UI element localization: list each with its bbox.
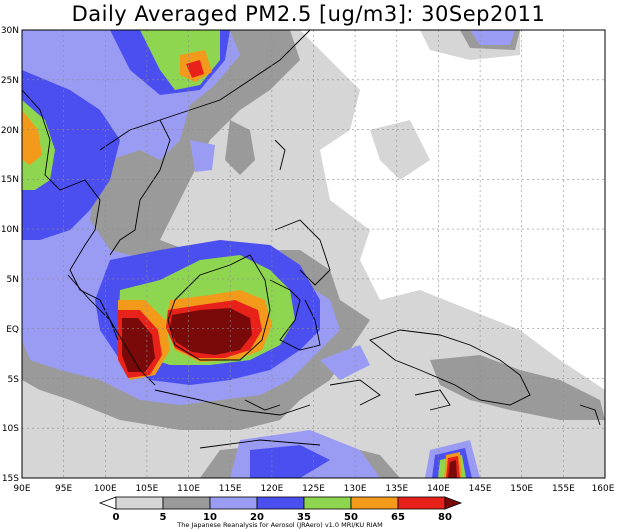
coastlines bbox=[22, 30, 601, 449]
colorbar-segment bbox=[350, 496, 399, 510]
colorbar-segment bbox=[98, 496, 117, 510]
colorbar-tick-label: 65 bbox=[391, 512, 405, 523]
colorbar-segment bbox=[256, 496, 305, 510]
lat-label: 15S bbox=[2, 474, 19, 484]
lat-label: 25N bbox=[1, 76, 19, 86]
lon-label: 130E bbox=[344, 484, 367, 494]
colorbar-segment bbox=[444, 496, 463, 510]
lat-label: 10S bbox=[2, 424, 19, 434]
lon-label: 110E bbox=[177, 484, 200, 494]
lat-label: EQ bbox=[6, 325, 19, 335]
colorbar-tick-label: 50 bbox=[344, 512, 358, 523]
lat-label: 30N bbox=[1, 26, 19, 36]
lon-label: 135E bbox=[385, 484, 408, 494]
gridlines bbox=[22, 30, 605, 478]
colorbar-tick-label: 20 bbox=[250, 512, 264, 523]
colorbar-tick-label: 80 bbox=[438, 512, 452, 523]
pm25-band-65-80 bbox=[22, 110, 42, 165]
lat-label: 5N bbox=[7, 275, 19, 285]
lon-label: 105E bbox=[135, 484, 158, 494]
colorbar-tick-label: 10 bbox=[203, 512, 217, 523]
colorbar-tick-label: 0 bbox=[113, 512, 120, 523]
lon-label: 90E bbox=[13, 484, 30, 494]
lon-label: 125E bbox=[302, 484, 325, 494]
lon-label: 145E bbox=[469, 484, 492, 494]
lon-label: 120E bbox=[260, 484, 283, 494]
lon-labels: 90E 95E 100E 105E 110E 115E 120E 125E 13… bbox=[13, 484, 614, 494]
colorbar-tick-label: 35 bbox=[297, 512, 311, 523]
colorbar-segment bbox=[162, 496, 211, 510]
lat-labels: 30N 25N 20N 15N 10N 5N EQ 5S 10S 15S bbox=[1, 26, 19, 484]
lon-label: 100E bbox=[94, 484, 117, 494]
pm25-field bbox=[22, 30, 605, 478]
map-title: Daily Averaged PM2.5 [ug/m3]: 30Sep2011 bbox=[71, 2, 546, 26]
lat-label: 10N bbox=[1, 225, 19, 235]
lon-label: 140E bbox=[427, 484, 450, 494]
colorbar-segment bbox=[303, 496, 352, 510]
plot-frame bbox=[21, 29, 606, 479]
lon-label: 150E bbox=[510, 484, 533, 494]
lat-label: 15N bbox=[1, 175, 19, 185]
lon-label: 155E bbox=[552, 484, 575, 494]
lon-label: 95E bbox=[55, 484, 72, 494]
colorbar-segment bbox=[397, 496, 446, 510]
lat-label: 5S bbox=[8, 375, 20, 385]
colorbar: 0 5 10 20 35 50 65 80 The Japanese Reana… bbox=[98, 496, 463, 529]
credit-text: The Japanese Reanalysis for Aerosol (JRA… bbox=[176, 521, 382, 529]
colorbar-tick-label: 5 bbox=[160, 512, 167, 523]
colorbar-segment bbox=[115, 496, 164, 510]
colorbar-segment bbox=[209, 496, 258, 510]
lon-label: 115E bbox=[219, 484, 242, 494]
lat-label: 20N bbox=[1, 126, 19, 136]
pm25-band-35-50 bbox=[22, 70, 120, 240]
lon-label: 160E bbox=[592, 484, 615, 494]
